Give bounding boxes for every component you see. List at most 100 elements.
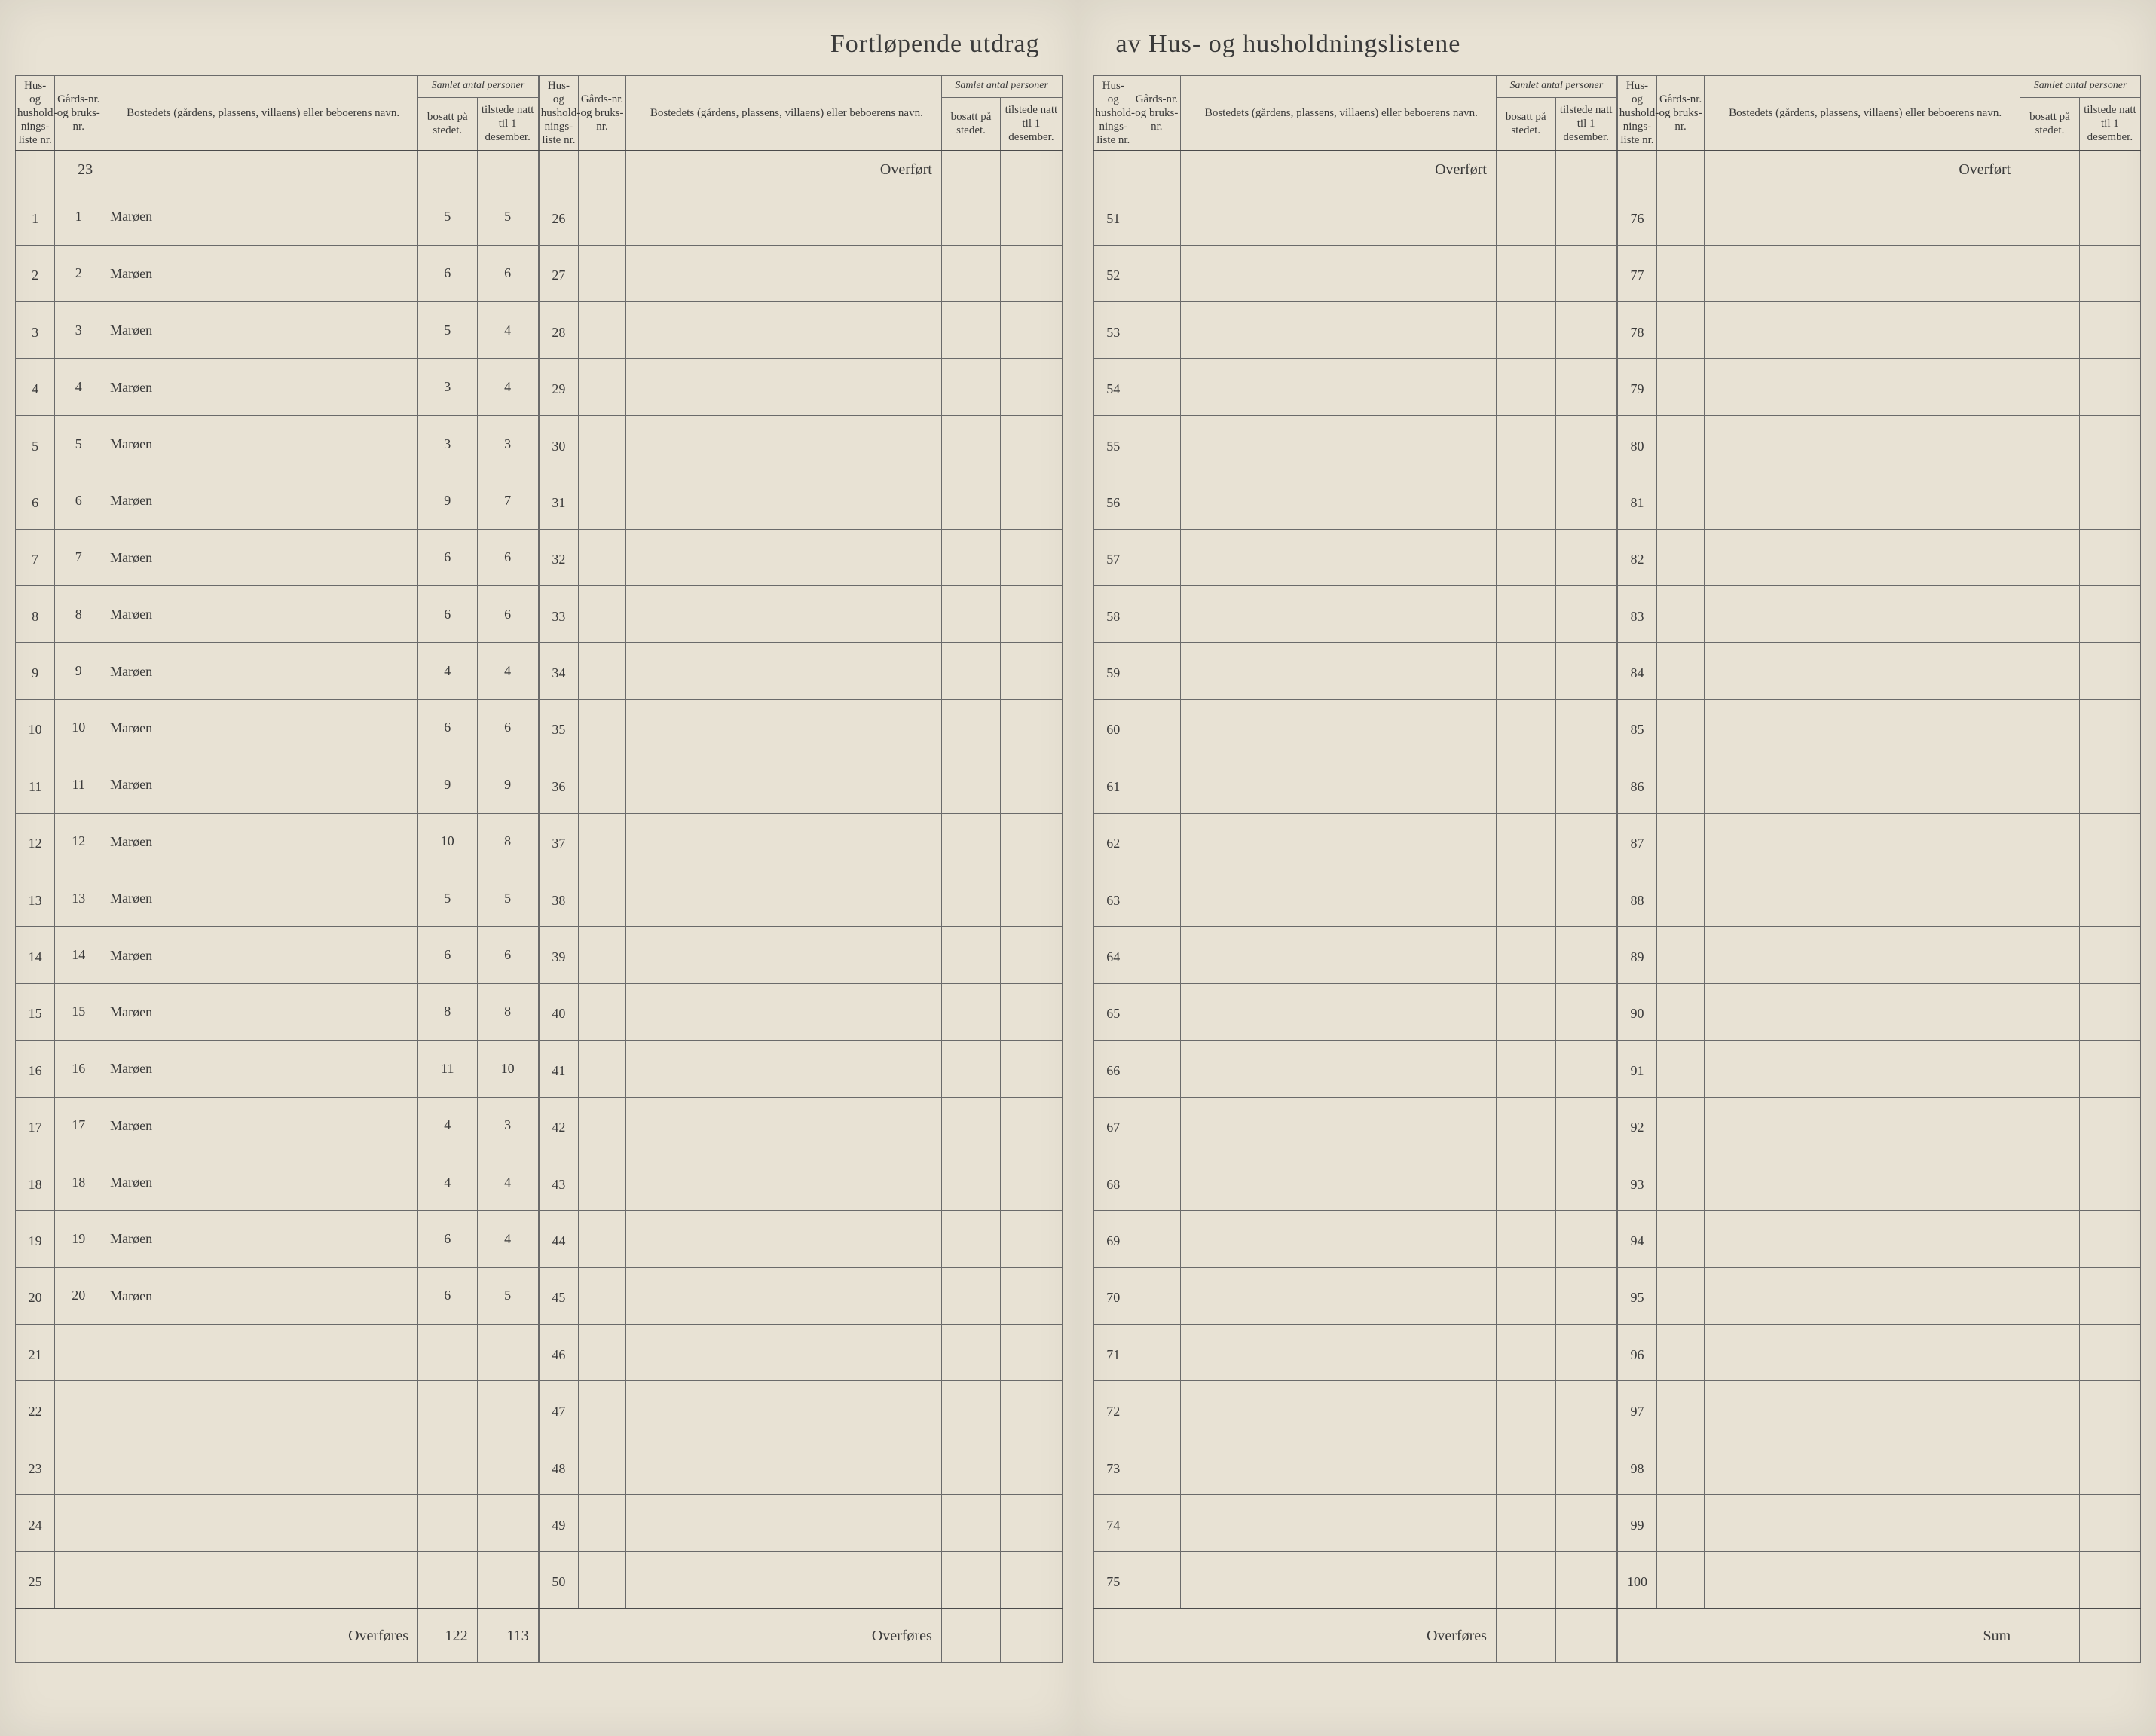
tilstede-count — [1555, 813, 1616, 870]
table-row: 44Marøen34 — [16, 359, 539, 415]
gard-number — [1657, 1267, 1705, 1324]
bosatt-count — [1496, 1438, 1555, 1494]
bosatt-count: 6 — [418, 699, 478, 756]
gard-number — [579, 472, 626, 529]
bosted-name — [1180, 472, 1496, 529]
ledger-block-3: Hus- og hushold-nings-liste nr. Gårds-nr… — [1093, 75, 1617, 1663]
table-row: 56 — [1093, 472, 1616, 529]
row-number: 10 — [16, 699, 55, 756]
bosatt-count — [941, 188, 1001, 245]
gard-number — [55, 1325, 102, 1381]
table-header: Hus- og hushold-nings-liste nr. Gårds-nr… — [539, 76, 1062, 151]
bosatt-count — [1496, 529, 1555, 585]
bosatt-count — [2020, 927, 2080, 983]
bosatt-count — [941, 983, 1001, 1040]
gard-number — [579, 1551, 626, 1609]
gard-number — [55, 1438, 102, 1494]
hdr-bosatt: bosatt på stedet. — [1496, 97, 1555, 151]
table-row: 77Marøen66 — [16, 529, 539, 585]
table-row: 33Marøen54 — [16, 302, 539, 359]
hdr-liste: Hus- og hushold-nings-liste nr. — [16, 76, 55, 151]
table-row: 35 — [539, 699, 1062, 756]
table-row: 77 — [1617, 245, 2140, 301]
gard-number — [1657, 1551, 1705, 1609]
bosatt-count — [2020, 643, 2080, 699]
bosted-name — [1180, 1438, 1496, 1494]
bosatt-count — [2020, 699, 2080, 756]
gard-number — [1657, 415, 1705, 472]
hdr-tilstede: tilstede natt til 1 desember. — [1555, 97, 1616, 151]
gard-number — [579, 1381, 626, 1438]
table-row: 31 — [539, 472, 1062, 529]
table-row: 66 — [1093, 1041, 1616, 1097]
overfort-label: Overført — [1705, 151, 2020, 188]
table-row: 91 — [1617, 1041, 2140, 1097]
gard-number — [579, 1438, 626, 1494]
ledger-block-2: Hus- og hushold-nings-liste nr. Gårds-nr… — [539, 75, 1063, 1663]
table-row: 39 — [539, 927, 1062, 983]
bosatt-count — [941, 756, 1001, 813]
bosatt-count: 6 — [418, 927, 478, 983]
tilstede-count — [2079, 813, 2140, 870]
row-number: 70 — [1093, 1267, 1133, 1324]
gard-number — [1657, 643, 1705, 699]
row-number: 58 — [1093, 585, 1133, 642]
tilstede-count: 3 — [477, 1097, 538, 1154]
gard-number — [55, 1381, 102, 1438]
table-header: Hus- og hushold-nings-liste nr. Gårds-nr… — [1617, 76, 2140, 151]
gard-number — [579, 983, 626, 1040]
gard-number — [579, 756, 626, 813]
hdr-tilstede: tilstede natt til 1 desember. — [1001, 97, 1062, 151]
tilstede-count: 5 — [477, 188, 538, 245]
row-number: 21 — [16, 1325, 55, 1381]
bosatt-count — [941, 1041, 1001, 1097]
overfort-row: Overført — [1617, 151, 2140, 188]
bosted-name — [625, 529, 941, 585]
bosted-name — [1705, 245, 2020, 301]
tilstede-count — [1001, 585, 1062, 642]
bosatt-count: 11 — [418, 1041, 478, 1097]
tilstede-count — [2079, 1381, 2140, 1438]
gard-number — [1133, 870, 1180, 926]
row-number: 36 — [539, 756, 578, 813]
row-number: 53 — [1093, 302, 1133, 359]
row-number: 27 — [539, 245, 578, 301]
tilstede-count — [1001, 1325, 1062, 1381]
table-row: 32 — [539, 529, 1062, 585]
table-row: 80 — [1617, 415, 2140, 472]
bosatt-count — [1496, 302, 1555, 359]
bosted-name: Marøen — [102, 756, 418, 813]
bosted-name — [1180, 359, 1496, 415]
hdr-gard: Gårds-nr. og bruks-nr. — [1133, 76, 1180, 151]
table-row: 71 — [1093, 1325, 1616, 1381]
bosted-name — [1705, 529, 2020, 585]
bosatt-count — [941, 643, 1001, 699]
table-row: 95 — [1617, 1267, 2140, 1324]
bosted-name — [1180, 245, 1496, 301]
hdr-bosted: Bostedets (gårdens, plassens, villaens) … — [102, 76, 418, 151]
row-number: 20 — [16, 1267, 55, 1324]
table-row: 1111Marøen99 — [16, 756, 539, 813]
bosatt-count — [1496, 1097, 1555, 1154]
tilstede-count — [1555, 756, 1616, 813]
bosted-name — [1180, 1325, 1496, 1381]
bosted-name — [102, 1495, 418, 1551]
row-number: 89 — [1617, 927, 1656, 983]
bosted-name — [625, 1041, 941, 1097]
table-row: 98 — [1617, 1438, 2140, 1494]
row-number: 97 — [1617, 1381, 1656, 1438]
table-row: 54 — [1093, 359, 1616, 415]
row-number: 93 — [1617, 1154, 1656, 1210]
bosatt-count — [1496, 643, 1555, 699]
bosted-name — [1705, 585, 2020, 642]
gard-number: 7 — [55, 529, 102, 585]
tilstede-count — [1001, 1154, 1062, 1210]
table-row: 38 — [539, 870, 1062, 926]
gard-number — [1657, 1097, 1705, 1154]
bosted-name — [1705, 927, 2020, 983]
row-number: 61 — [1093, 756, 1133, 813]
bosatt-count — [2020, 1154, 2080, 1210]
tilstede-count — [1001, 1551, 1062, 1609]
bosted-name — [625, 870, 941, 926]
bosted-name — [1705, 699, 2020, 756]
